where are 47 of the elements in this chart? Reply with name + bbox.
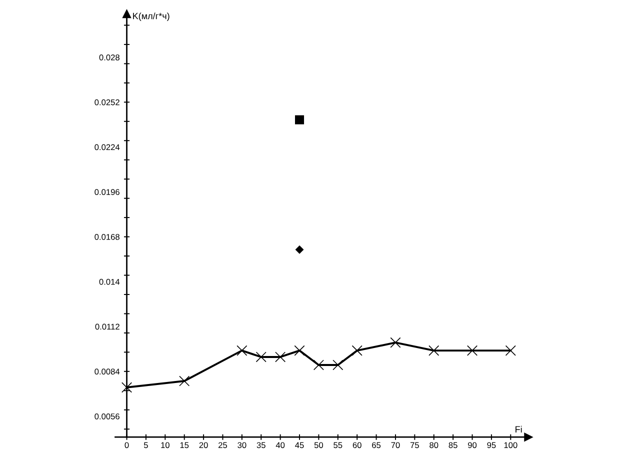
x-tick-label: 0	[124, 442, 129, 448]
x-tick-label: 10	[161, 442, 170, 448]
y-tick-label: 0.014	[99, 278, 120, 285]
point	[236, 345, 248, 356]
y-tick-label: 0.0168	[94, 234, 120, 240]
x-tick-label: 40	[276, 442, 285, 448]
x-tick-label: 50	[314, 442, 324, 448]
y-tick-label: 0.0196	[94, 189, 120, 196]
x-tick-label: 80	[430, 442, 438, 448]
point	[332, 360, 344, 370]
y-tick-label: 0.028	[99, 54, 120, 60]
x-axis-title: Fi	[516, 426, 522, 432]
x-tick-label: 55	[334, 442, 342, 448]
point	[390, 337, 401, 348]
x-tick-label: 35	[256, 442, 266, 448]
point	[352, 345, 362, 356]
point	[466, 345, 478, 356]
point	[295, 115, 304, 124]
point	[179, 376, 190, 386]
point	[275, 352, 286, 362]
x-tick-label: 95	[487, 442, 496, 448]
x-tick-label: 70	[391, 442, 400, 448]
point	[428, 345, 440, 356]
point	[295, 245, 304, 254]
y-tick-label: 0.0056	[94, 413, 120, 420]
x-tick-label: 30	[238, 442, 246, 448]
x-tick-label: 100	[504, 442, 518, 448]
x-tick-label: 85	[448, 442, 458, 448]
x-tick-label: 90	[468, 442, 477, 448]
point	[121, 382, 132, 393]
point	[505, 345, 516, 356]
x-tick-label: 45	[295, 442, 304, 448]
x-tick-label: 25	[218, 442, 228, 448]
x-tick-label: 5	[144, 442, 148, 448]
y-tick-label: 0.0252	[94, 99, 120, 106]
y-tick-label: 0.0112	[95, 324, 120, 330]
x-tick-label: 65	[372, 442, 381, 448]
y-axis-title: K(мл/г*ч)	[133, 12, 170, 21]
point	[294, 345, 305, 356]
x-tick-label: 75	[410, 442, 419, 448]
y-tick-label: 0.0084	[94, 368, 120, 375]
point	[313, 360, 324, 370]
y-tick-label: 0.0224	[94, 144, 120, 150]
x-tick-label: 60	[352, 442, 362, 448]
x-tick-label: 15	[180, 442, 189, 448]
x-tick-label: 20	[199, 442, 208, 448]
point	[256, 352, 266, 362]
